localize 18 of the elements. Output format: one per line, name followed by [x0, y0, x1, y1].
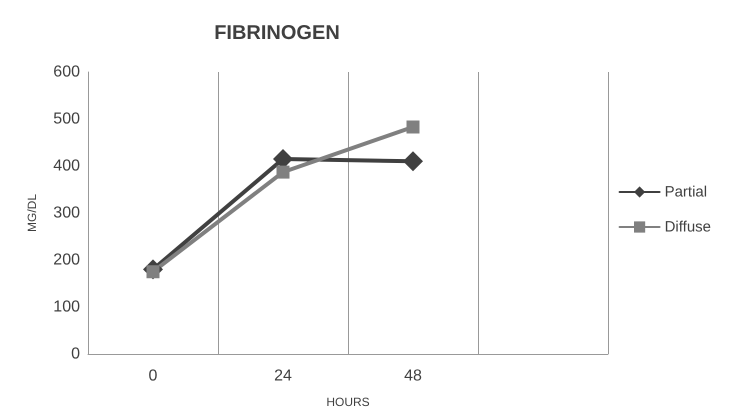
legend-label: Partial: [664, 184, 708, 200]
x-tick-label: 0: [148, 368, 158, 384]
y-tick-label: 200: [53, 252, 80, 268]
y-tick-label: 100: [53, 298, 80, 316]
y-tick-label: 400: [53, 158, 80, 174]
x-axis-title: HOURS: [326, 395, 370, 409]
legend-label: Diffuse: [664, 218, 712, 236]
x-tick-label: 48: [404, 368, 422, 384]
y-axis-title: MG/DL: [25, 194, 39, 232]
chart-title: FIBRINOGEN: [214, 22, 340, 44]
y-tick-label: 500: [53, 110, 80, 128]
y-tick-label: 600: [53, 64, 80, 80]
point: [276, 166, 290, 179]
x-tick-label: 24: [274, 368, 292, 384]
y-tick-label: 0: [71, 346, 80, 362]
point: [403, 151, 423, 172]
point: [406, 120, 420, 134]
y-tick-label: 300: [53, 204, 80, 222]
